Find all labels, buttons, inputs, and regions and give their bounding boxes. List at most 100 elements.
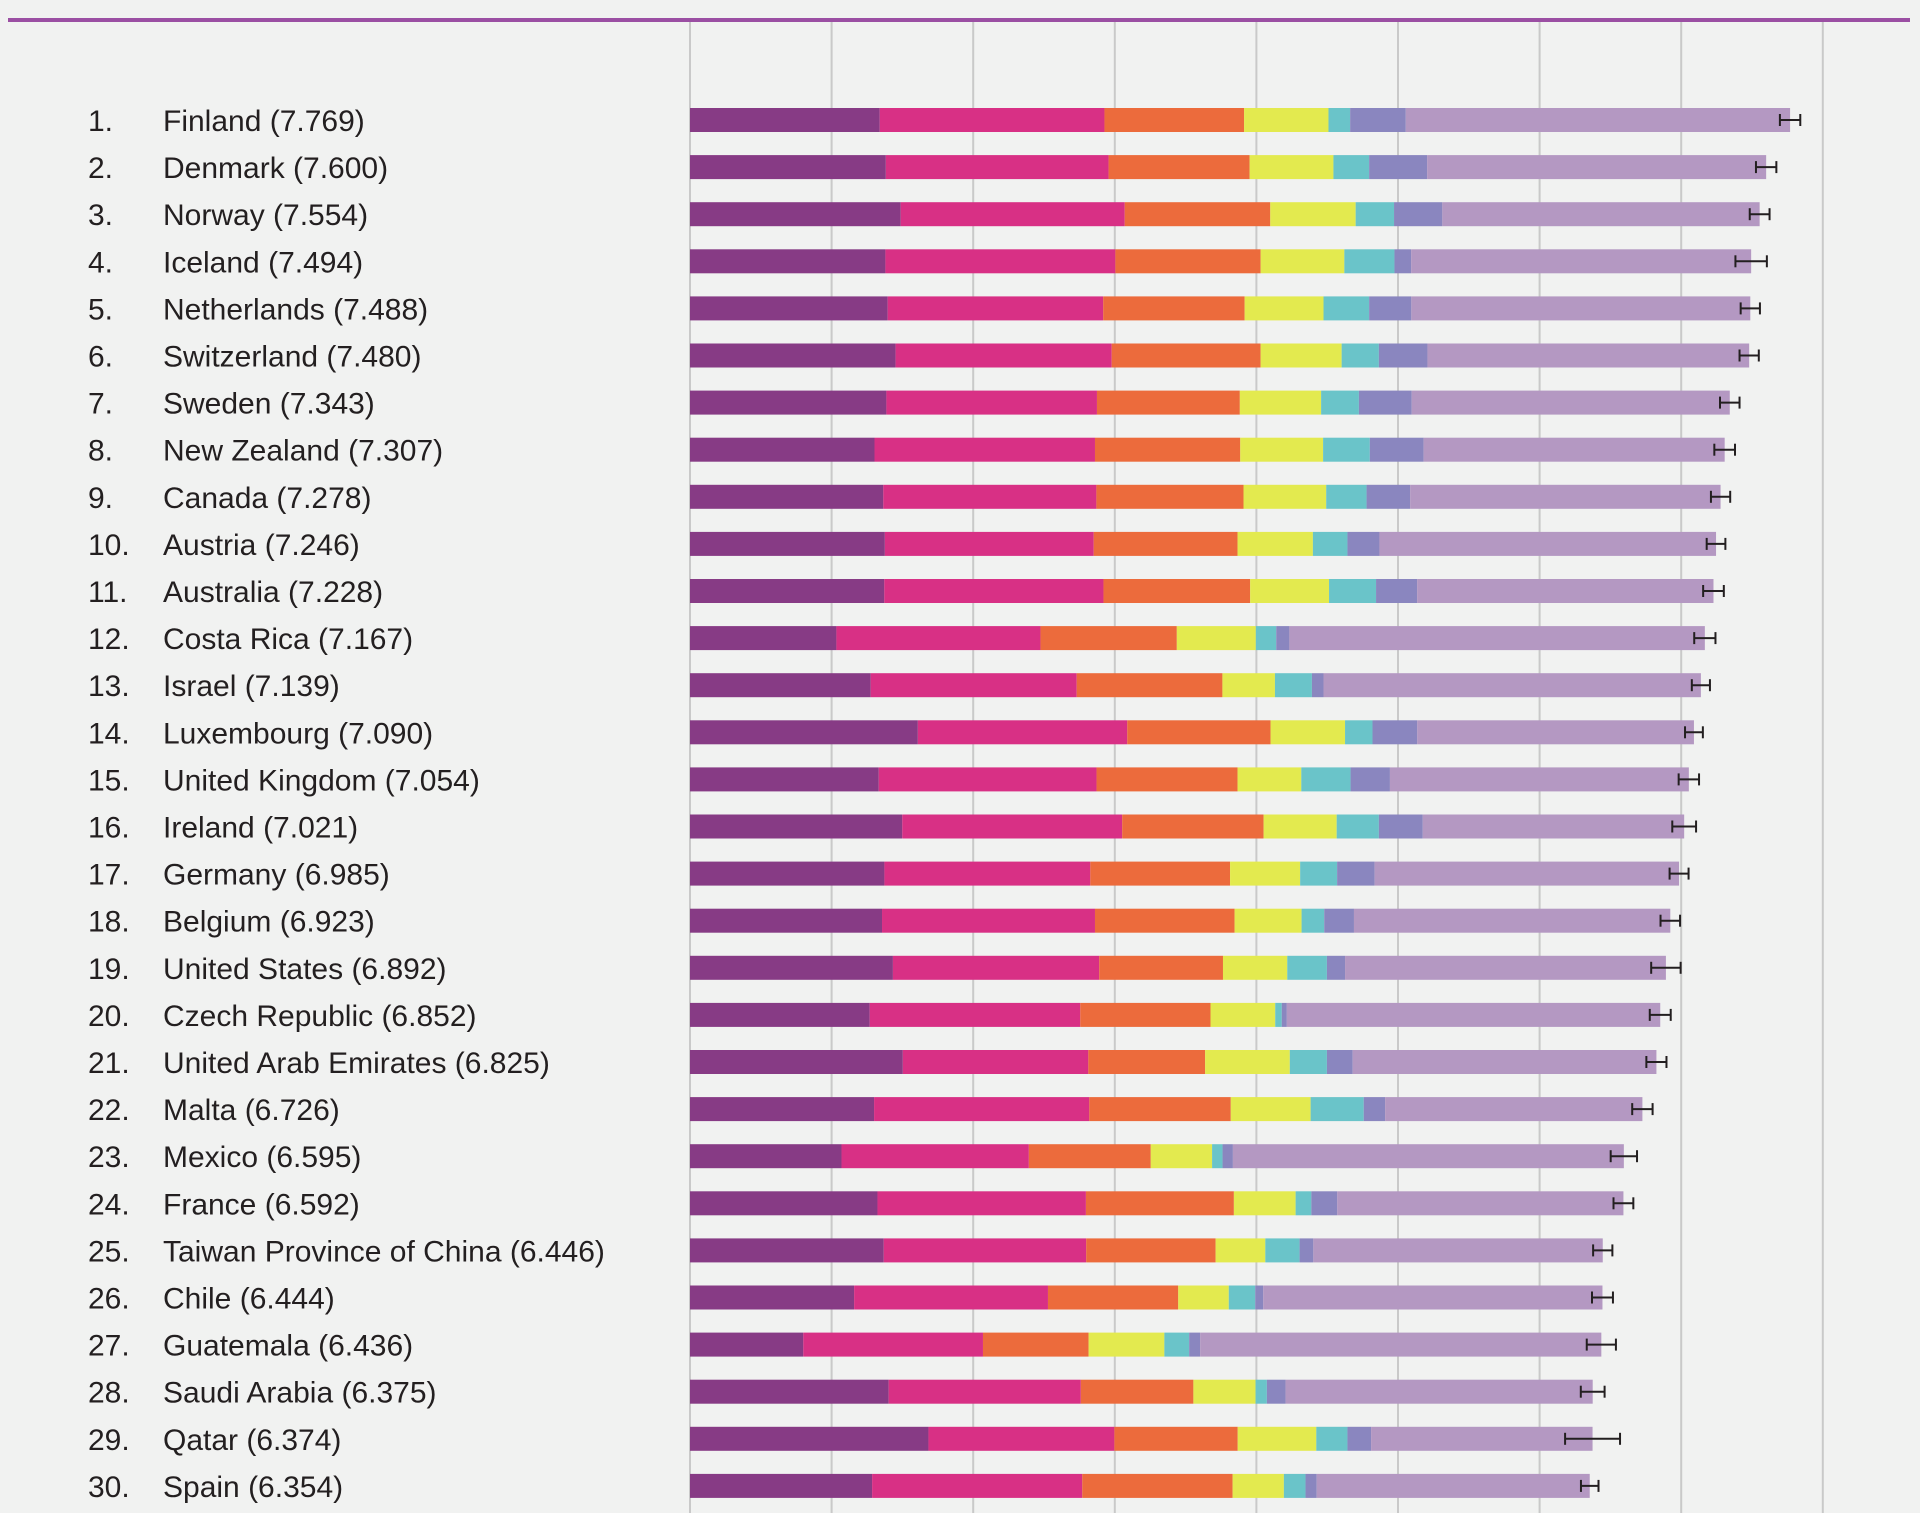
bar-segment-5 bbox=[1356, 202, 1394, 226]
bar-segment-5 bbox=[1344, 249, 1394, 273]
bar-segment-4 bbox=[1245, 296, 1324, 320]
bar-segment-4 bbox=[1205, 1050, 1290, 1074]
bar-segment-7 bbox=[1324, 673, 1701, 697]
bar-segment-1 bbox=[690, 1286, 854, 1310]
bar-segment-1 bbox=[690, 909, 882, 933]
bar-segment-6 bbox=[1189, 1333, 1200, 1357]
bar-segment-5 bbox=[1328, 108, 1350, 132]
bar-segment-3 bbox=[1096, 485, 1243, 509]
country-label: Taiwan Province of China (6.446) bbox=[163, 1235, 605, 1268]
bar-segment-3 bbox=[1082, 1474, 1232, 1498]
bar-segment-1 bbox=[690, 767, 879, 791]
country-label: Denmark (7.600) bbox=[163, 152, 388, 185]
bar-segment-6 bbox=[1379, 815, 1423, 839]
rank-label: 10. bbox=[88, 529, 130, 562]
bar-segment-6 bbox=[1337, 862, 1375, 886]
rank-label: 2. bbox=[88, 152, 113, 185]
bar-segment-3 bbox=[1089, 1097, 1230, 1121]
country-label: Israel (7.139) bbox=[163, 670, 340, 703]
bar-segment-4 bbox=[1244, 485, 1327, 509]
country-label: Luxembourg (7.090) bbox=[163, 717, 433, 750]
bar-segment-6 bbox=[1223, 1144, 1233, 1168]
bar-segment-3 bbox=[1090, 862, 1230, 886]
bar-segment-1 bbox=[690, 1097, 874, 1121]
bar-segment-4 bbox=[1233, 1474, 1284, 1498]
country-label: Guatemala (6.436) bbox=[163, 1330, 413, 1363]
bar-segment-6 bbox=[1327, 1050, 1353, 1074]
bar-segment-4 bbox=[1230, 862, 1300, 886]
bar-segment-2 bbox=[882, 909, 1095, 933]
bar-segment-4 bbox=[1216, 1238, 1266, 1262]
bar-segment-1 bbox=[690, 862, 884, 886]
bar-segment-4 bbox=[1240, 391, 1321, 415]
bar-segment-2 bbox=[872, 1474, 1082, 1498]
bar-segment-1 bbox=[690, 1238, 884, 1262]
bar-segment-3 bbox=[1122, 815, 1263, 839]
bar-segment-7 bbox=[1317, 1474, 1590, 1498]
bar-segment-7 bbox=[1417, 579, 1713, 603]
country-label: Czech Republic (6.852) bbox=[163, 1000, 477, 1033]
bar-segment-2 bbox=[884, 862, 1090, 886]
bar-segment-4 bbox=[1244, 108, 1328, 132]
bar-segment-4 bbox=[1240, 438, 1323, 462]
rank-label: 27. bbox=[88, 1330, 130, 1363]
bar-segment-2 bbox=[875, 438, 1095, 462]
rank-label: 15. bbox=[88, 764, 130, 797]
bar-segment-4 bbox=[1231, 1097, 1311, 1121]
rank-label: 7. bbox=[88, 388, 113, 421]
bar-segment-2 bbox=[893, 956, 1099, 980]
country-label: Malta (6.726) bbox=[163, 1094, 340, 1127]
bar-segment-3 bbox=[1080, 1003, 1210, 1027]
bar-segment-4 bbox=[1271, 720, 1345, 744]
bar-segment-2 bbox=[883, 485, 1096, 509]
bar-segment-5 bbox=[1275, 673, 1312, 697]
country-label: Germany (6.985) bbox=[163, 859, 390, 892]
bar-segment-5 bbox=[1301, 767, 1350, 791]
bar-segment-3 bbox=[1094, 532, 1238, 556]
bar-segment-2 bbox=[902, 815, 1122, 839]
bar-segment-1 bbox=[690, 438, 875, 462]
bar-segment-1 bbox=[690, 1003, 870, 1027]
bar-segment-5 bbox=[1300, 862, 1337, 886]
bar-segment-5 bbox=[1313, 532, 1348, 556]
rank-label: 23. bbox=[88, 1141, 130, 1174]
rank-label: 3. bbox=[88, 199, 113, 232]
bar-segment-4 bbox=[1193, 1380, 1255, 1404]
bar-segment-6 bbox=[1276, 626, 1289, 650]
bar-segment-1 bbox=[690, 1474, 872, 1498]
country-label: Belgium (6.923) bbox=[163, 906, 375, 939]
bar-segment-3 bbox=[1097, 391, 1240, 415]
bar-segment-1 bbox=[690, 1050, 903, 1074]
bar-segment-7 bbox=[1353, 1050, 1657, 1074]
bar-segment-4 bbox=[1250, 579, 1329, 603]
bar-segment-7 bbox=[1263, 1286, 1602, 1310]
bar-segment-2 bbox=[896, 344, 1112, 368]
rank-label: 16. bbox=[88, 812, 130, 845]
bar-segment-6 bbox=[1324, 909, 1354, 933]
bar-segment-5 bbox=[1265, 1238, 1299, 1262]
bar-segment-2 bbox=[903, 1050, 1088, 1074]
country-label: France (6.592) bbox=[163, 1188, 360, 1221]
bar-segment-6 bbox=[1300, 1238, 1314, 1262]
bar-segment-4 bbox=[1223, 956, 1287, 980]
bar-segment-5 bbox=[1302, 909, 1325, 933]
bar-segment-2 bbox=[886, 391, 1097, 415]
rank-label: 28. bbox=[88, 1377, 130, 1410]
bar-segment-5 bbox=[1342, 344, 1379, 368]
bar-segment-6 bbox=[1255, 1286, 1263, 1310]
bar-segment-6 bbox=[1364, 1097, 1385, 1121]
bar-segment-4 bbox=[1238, 1427, 1317, 1451]
country-label: Iceland (7.494) bbox=[163, 246, 363, 279]
bar-segment-3 bbox=[1115, 249, 1260, 273]
rank-label: 13. bbox=[88, 670, 130, 703]
rank-label: 21. bbox=[88, 1047, 130, 1080]
bar-segment-2 bbox=[870, 1003, 1081, 1027]
bar-segment-5 bbox=[1284, 1474, 1306, 1498]
bar-segment-1 bbox=[690, 485, 883, 509]
country-label: Ireland (7.021) bbox=[163, 812, 358, 845]
bar-segment-5 bbox=[1290, 1050, 1327, 1074]
bar-segment-2 bbox=[871, 673, 1077, 697]
bar-segment-2 bbox=[928, 1427, 1114, 1451]
bar-segment-3 bbox=[1097, 767, 1238, 791]
rank-label: 18. bbox=[88, 906, 130, 939]
